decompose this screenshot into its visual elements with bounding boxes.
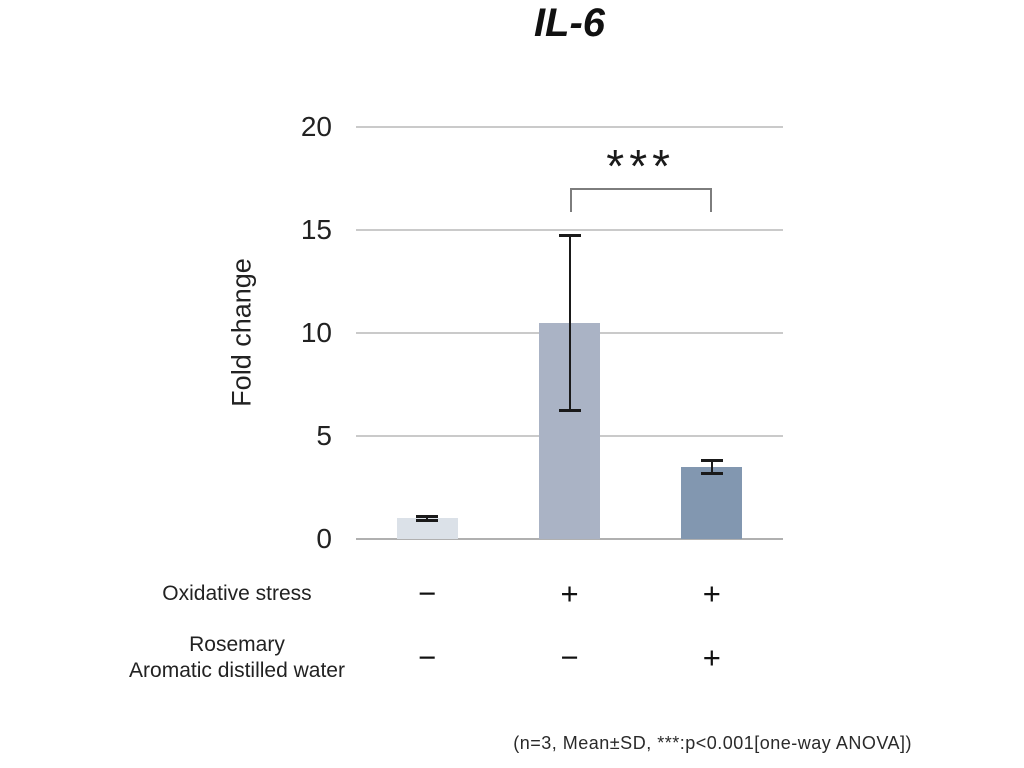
x-axis-baseline — [356, 538, 783, 540]
condition-row-label: Rosemary Aromatic distilled water — [129, 633, 345, 682]
gridline — [356, 126, 783, 128]
y-tick-label: 0 — [316, 523, 332, 554]
condition-sign: − — [418, 576, 437, 611]
y-tick-label: 5 — [316, 420, 332, 451]
chart-title: IL-6 — [533, 1, 606, 45]
condition-row-label: Oxidative stress — [162, 582, 312, 605]
condition-sign: − — [560, 640, 579, 675]
error-bar — [710, 460, 713, 474]
condition-sign: + — [560, 576, 579, 611]
error-bar-cap — [416, 518, 439, 522]
significance-stars: *** — [606, 140, 676, 192]
condition-sign: − — [418, 640, 437, 675]
error-bar-cap — [700, 471, 723, 475]
gridline — [356, 229, 783, 231]
error-bar — [568, 235, 571, 411]
plot-area: 0 5 10 15 20 — [301, 111, 783, 554]
bar — [396, 518, 458, 539]
y-tick-label: 15 — [300, 214, 332, 245]
condition-sign: + — [702, 640, 721, 675]
bar — [681, 466, 743, 539]
stats-footnote: (n=3, Mean±SD, ***:p<0.001[one-way ANOVA… — [513, 733, 912, 753]
y-tick-label: 10 — [300, 317, 332, 348]
error-bar-cap — [558, 233, 581, 237]
error-bar-cap — [700, 459, 723, 463]
significance-bracket — [569, 188, 712, 212]
error-bar-cap — [416, 514, 439, 518]
error-bar — [426, 516, 429, 521]
y-axis-label: Fold change — [226, 258, 257, 407]
condition-sign: + — [702, 576, 721, 611]
y-tick-label: 20 — [300, 111, 332, 142]
error-bar-cap — [558, 408, 581, 412]
